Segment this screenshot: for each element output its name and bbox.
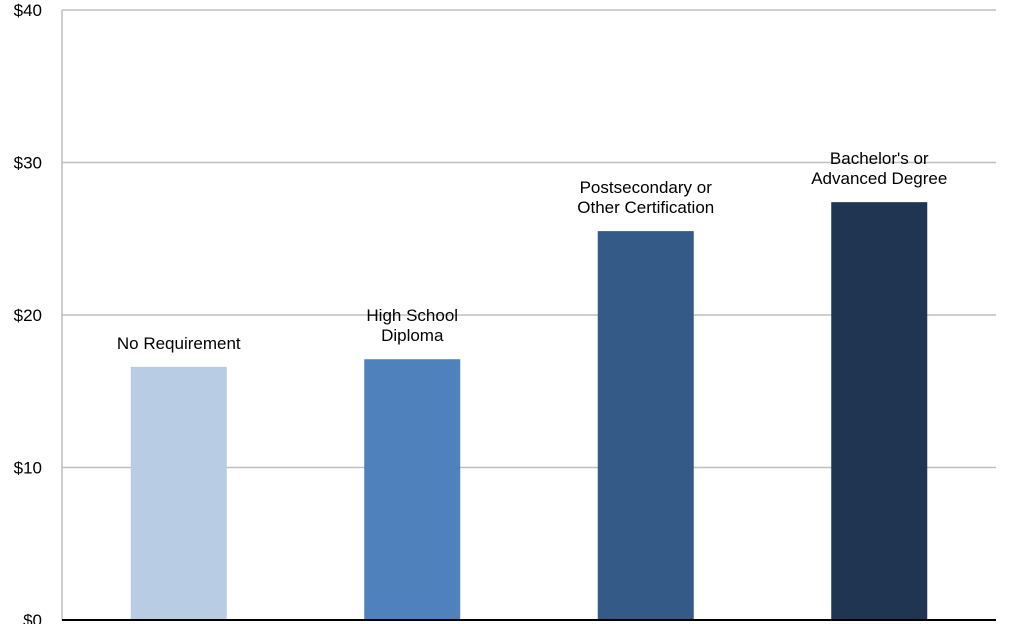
y-tick-label: $0: [23, 611, 42, 624]
bar: [130, 366, 227, 620]
category-label: Bachelor's or: [830, 149, 929, 168]
bar: [364, 359, 461, 620]
bar: [831, 202, 928, 620]
bars: [130, 202, 928, 620]
category-label: High School: [366, 306, 458, 325]
y-tick-label: $30: [14, 154, 42, 173]
category-label: Advanced Degree: [811, 169, 947, 188]
category-label: Diploma: [381, 326, 444, 345]
y-tick-label: $40: [14, 1, 42, 20]
bar: [597, 231, 694, 620]
category-label: No Requirement: [117, 334, 241, 353]
y-tick-label: $20: [14, 306, 42, 325]
y-axis-ticks: $0 $10 $20 $30 $40: [14, 1, 42, 624]
category-label: Postsecondary or: [580, 178, 713, 197]
category-label: Other Certification: [577, 198, 714, 217]
y-tick-label: $10: [14, 459, 42, 478]
